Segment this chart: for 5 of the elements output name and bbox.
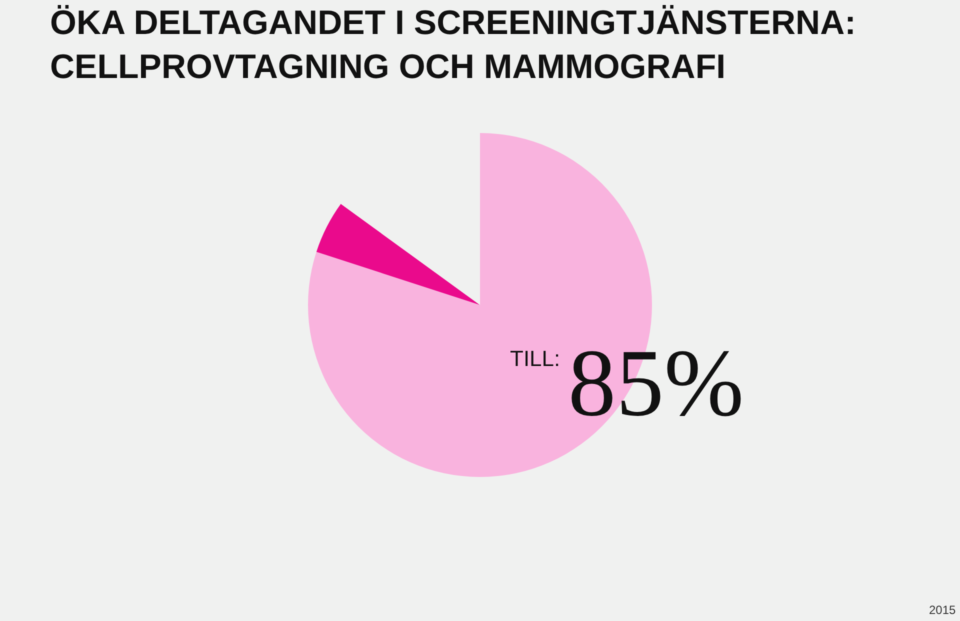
pie-slice — [316, 204, 480, 305]
text: 2015 — [929, 603, 956, 617]
chart-title: ÖKA DELTAGANDET I SCREENINGTJÄNSTERNA: CELLPROVTAGNING OCH MAMMOGRAFI — [50, 4, 856, 86]
text: 85% — [568, 329, 744, 436]
text: TILL: — [510, 346, 560, 371]
